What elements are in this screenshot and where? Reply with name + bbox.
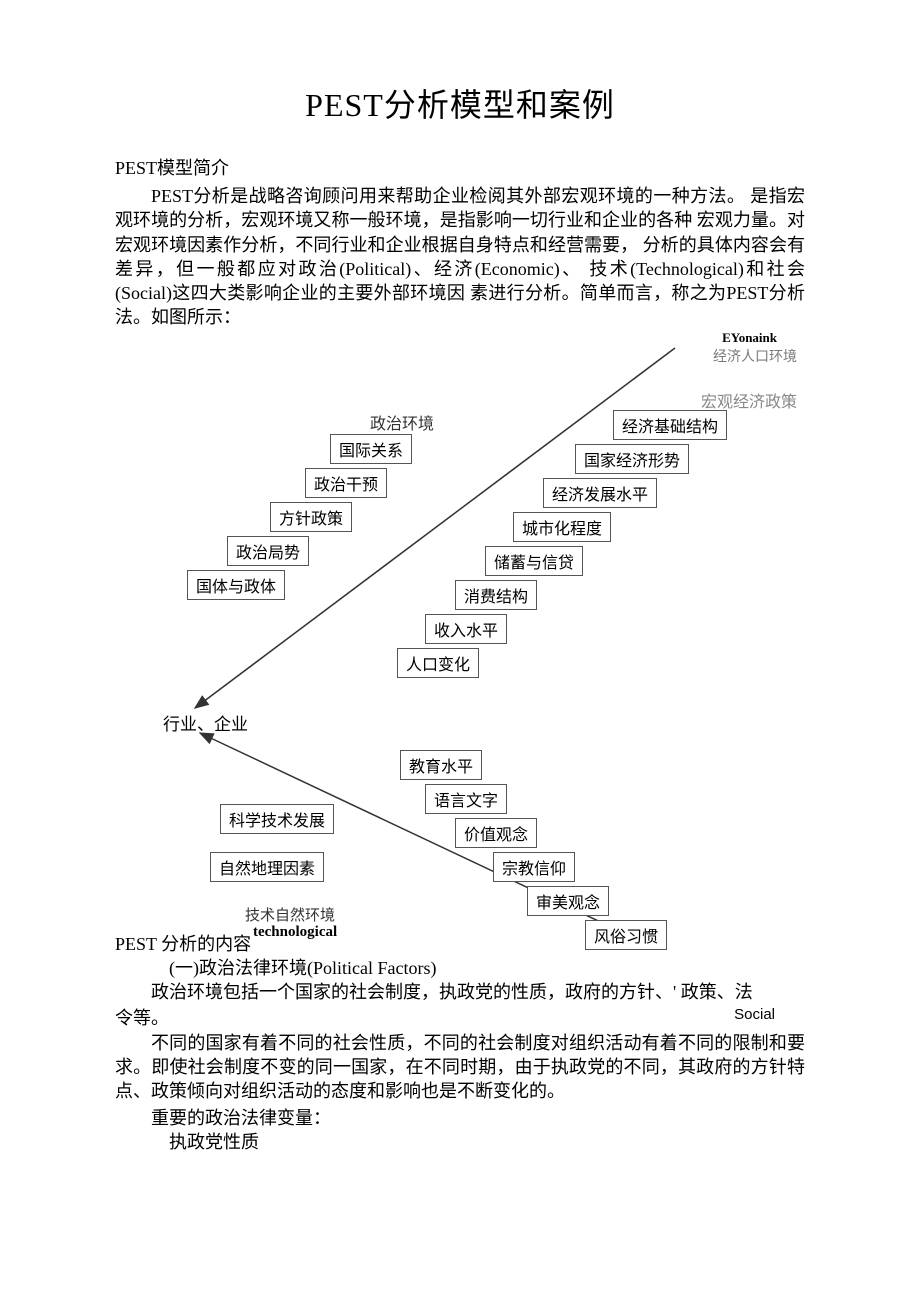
diagram-label-econ-env: 经济人口环境 (713, 346, 797, 366)
diagram-political-header: 政治环境 (370, 410, 434, 434)
box-population: 人口变化 (397, 648, 479, 678)
box-econ-infra: 经济基础结构 (613, 410, 727, 440)
box-geography: 自然地理因素 (210, 852, 324, 882)
page-title: PEST分析模型和案例 (115, 80, 805, 126)
box-customs: 风俗习惯 (585, 920, 667, 950)
diagram-tech-label-cn: 技术自然环境 (245, 904, 335, 925)
box-religion: 宗教信仰 (493, 852, 575, 882)
paragraph-p2: 不同的国家有着不同的社会性质，不同的社会制度对组织活动有着不同的限制和要求。即使… (115, 1031, 805, 1104)
box-political-situation: 政治局势 (227, 536, 309, 566)
box-savings-credit: 储蓄与信贷 (485, 546, 583, 576)
paragraph-p3: 重要的政治法律变量： (115, 1106, 805, 1130)
box-econ-dev: 经济发展水平 (543, 478, 657, 508)
box-language: 语言文字 (425, 784, 507, 814)
intro-heading: PEST模型简介 (115, 154, 805, 180)
diagram-tech-label-en: technological (253, 924, 337, 941)
box-education: 教育水平 (400, 750, 482, 780)
paragraph-p1: 政治环境包括一个国家的社会制度，执政党的性质，政府的方针、' 政策、法 (115, 980, 805, 1004)
intro-paragraph: PEST分析是战略咨询顾问用来帮助企业检阅其外部宏观环境的一种方法。 是指宏观环… (115, 184, 805, 330)
diagram-social-label: Social (734, 1006, 775, 1023)
box-values: 价值观念 (455, 818, 537, 848)
box-national-econ: 国家经济形势 (575, 444, 689, 474)
box-urbanization: 城市化程度 (513, 512, 611, 542)
box-political-intervention: 政治干预 (305, 468, 387, 498)
diagram-label-en: EYonaink (722, 330, 777, 346)
box-consumption: 消费结构 (455, 580, 537, 610)
paragraph-p1b: 令等。 (115, 1006, 805, 1030)
sub-heading-1: (一)政治法律环境(Political Factors) (115, 956, 805, 980)
pest-diagram: EYonaink 经济人口环境 宏观经济政策 政治环境 国际关系 政治干预 方针… (115, 338, 805, 958)
paragraph-p4: 执政党性质 (115, 1130, 805, 1154)
box-aesthetics: 审美观念 (527, 886, 609, 916)
box-tech-dev: 科学技术发展 (220, 804, 334, 834)
box-state-polity: 国体与政体 (187, 570, 285, 600)
diagram-macro-policy: 宏观经济政策 (701, 388, 797, 412)
box-income: 收入水平 (425, 614, 507, 644)
diagram-center-label: 行业、企业 (163, 710, 248, 735)
box-intl-relations: 国际关系 (330, 434, 412, 464)
box-policy: 方针政策 (270, 502, 352, 532)
